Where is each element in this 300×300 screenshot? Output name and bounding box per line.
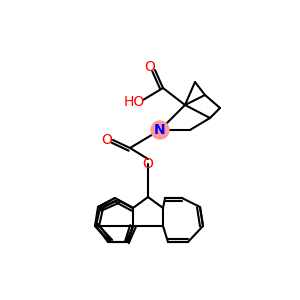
Text: O: O	[145, 60, 155, 74]
Circle shape	[151, 121, 169, 139]
Text: N: N	[154, 123, 166, 137]
Text: O: O	[102, 133, 112, 147]
Text: HO: HO	[123, 95, 145, 109]
Text: O: O	[142, 157, 153, 171]
